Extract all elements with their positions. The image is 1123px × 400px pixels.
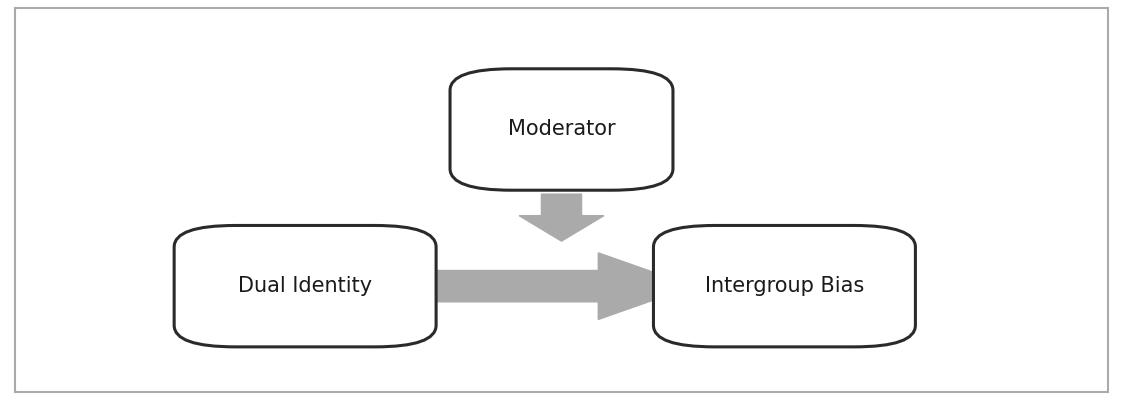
Polygon shape	[430, 253, 693, 320]
Text: Intergroup Bias: Intergroup Bias	[705, 276, 864, 296]
FancyBboxPatch shape	[654, 226, 915, 347]
FancyBboxPatch shape	[174, 226, 436, 347]
Text: Dual Identity: Dual Identity	[238, 276, 372, 296]
FancyBboxPatch shape	[450, 69, 673, 190]
Text: Moderator: Moderator	[508, 120, 615, 140]
Polygon shape	[519, 194, 604, 241]
